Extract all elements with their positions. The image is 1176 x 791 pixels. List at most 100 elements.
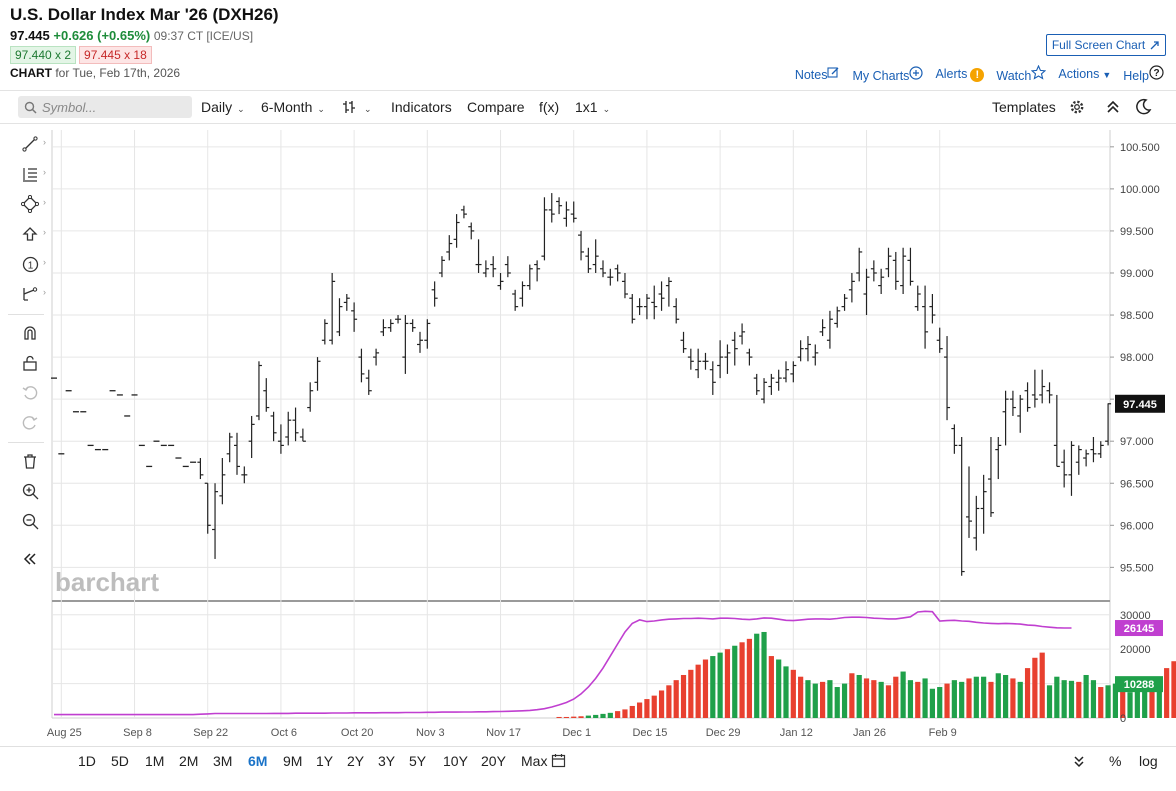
ohlc-bar [695, 348, 702, 379]
actions-menu[interactable]: Actions ▼ [1058, 67, 1111, 81]
range-button-5y[interactable]: 5Y [409, 753, 427, 769]
ohlc-bar [226, 432, 233, 463]
watch-link[interactable]: Watch [996, 64, 1047, 83]
interval-dropdown[interactable]: Daily ⌄ [201, 99, 245, 115]
ohlc-bar [914, 285, 921, 311]
ohlc-bar [936, 327, 943, 353]
edit-icon [827, 67, 839, 78]
redo-button[interactable] [18, 412, 42, 434]
range-button-1y[interactable]: 1Y [316, 753, 334, 769]
last-price-marker: 97.445 [1115, 394, 1165, 413]
ohlc-bar [563, 201, 570, 227]
log-toggle[interactable]: log [1139, 753, 1158, 769]
range-button-10y[interactable]: 10Y [443, 753, 468, 769]
delete-button[interactable] [18, 450, 42, 472]
range-button-max[interactable]: Max [521, 753, 548, 769]
ohlc-bar [1009, 390, 1016, 416]
calendar-icon[interactable] [551, 753, 566, 768]
shape-tool[interactable]: › [18, 193, 46, 215]
ohlc-bar [775, 369, 782, 391]
range-button-1d[interactable]: 1D [78, 753, 96, 769]
zoom-out-button[interactable] [18, 510, 42, 532]
range-button-5d[interactable]: 5D [111, 753, 129, 769]
gear-icon[interactable] [1069, 99, 1085, 115]
line-tool[interactable]: › [18, 133, 46, 155]
redo-icon [22, 416, 38, 430]
help-link[interactable]: Help? [1123, 65, 1164, 83]
full-screen-button[interactable]: Full Screen Chart [1046, 34, 1166, 56]
ohlc-bar [512, 289, 519, 311]
bid-ask: 97.440 x 2 97.445 x 18 [10, 46, 152, 64]
ohlc-bar [204, 482, 211, 534]
indicators-button[interactable]: Indicators [391, 99, 452, 115]
volume-bar [915, 681, 921, 718]
ohlc-bar [724, 344, 731, 374]
volume-bar [702, 659, 709, 718]
ohlc-bar [1046, 382, 1053, 404]
range-button-1m[interactable]: 1M [145, 753, 165, 769]
expand-arrow-icon [1150, 40, 1159, 49]
ask-badge: 97.445 x 18 [79, 46, 152, 64]
period-dropdown[interactable]: 6-Month ⌄ [261, 99, 325, 115]
magnet-button[interactable] [18, 322, 42, 344]
arrow-tool[interactable]: › [18, 223, 46, 245]
my-charts-link[interactable]: My Charts [852, 65, 924, 83]
volume-bar [1149, 676, 1155, 718]
range-bar [0, 746, 1176, 776]
label-tool[interactable]: 1 › [18, 253, 46, 275]
ohlc-bar [314, 357, 321, 391]
undo-button[interactable] [18, 382, 42, 404]
chart-type-dropdown[interactable]: ⌄ [342, 99, 372, 115]
fibonacci-tool[interactable]: › [18, 163, 46, 185]
volume-bar [805, 680, 811, 718]
range-button-3m[interactable]: 3M [213, 753, 233, 769]
range-button-6m[interactable]: 6M [248, 753, 268, 769]
chart-label: CHART [10, 66, 52, 80]
alerts-link[interactable]: Alerts! [935, 66, 985, 82]
bid-badge: 97.440 x 2 [10, 46, 77, 64]
compare-button[interactable]: Compare [467, 99, 525, 115]
range-button-2m[interactable]: 2M [179, 753, 199, 769]
ohlc-bar [665, 277, 672, 307]
alerts-label: Alerts [935, 66, 968, 81]
volume-bar [878, 681, 884, 718]
ohlc-bar [687, 348, 694, 370]
layout-label: 1x1 [575, 99, 598, 115]
volume-marker: 10288 [1115, 676, 1163, 693]
layout-dropdown[interactable]: 1x1 ⌄ [575, 99, 610, 115]
range-button-9m[interactable]: 9M [283, 753, 303, 769]
my-charts-label: My Charts [852, 68, 910, 83]
caret-down-icon: ▼ [1102, 70, 1112, 80]
collapse-toolbar-button[interactable] [18, 548, 42, 570]
volume-bar [776, 659, 782, 718]
function-button[interactable]: f(x) [539, 99, 560, 115]
ohlc-bar [526, 264, 533, 290]
double-chevron-up-icon[interactable] [1106, 99, 1120, 115]
ohlc-bar [453, 214, 460, 248]
ohlc-bar [534, 260, 541, 282]
chevron-right-icon: › [43, 197, 46, 207]
range-button-2y[interactable]: 2Y [347, 753, 365, 769]
date-tick-label: Jan 26 [853, 727, 886, 739]
percent-toggle[interactable]: % [1109, 753, 1122, 769]
notes-link[interactable]: Notes [795, 66, 841, 82]
moon-icon[interactable] [1135, 98, 1152, 115]
range-button-20y[interactable]: 20Y [481, 753, 506, 769]
ohlc-bar [234, 432, 240, 475]
range-button-3y[interactable]: 3Y [378, 753, 396, 769]
lock-button[interactable] [18, 352, 42, 374]
volume-bar [922, 678, 928, 718]
double-chevron-down-icon[interactable] [1073, 755, 1085, 768]
symbol-search[interactable]: Symbol... [18, 96, 192, 118]
zoom-in-button[interactable] [18, 480, 42, 502]
ohlc-bar [797, 340, 804, 362]
date-tick-label: Oct 20 [341, 727, 373, 739]
ohlc-bar [307, 382, 314, 412]
measure-tool[interactable]: › [18, 283, 46, 305]
page-title: U.S. Dollar Index Mar '26 (DXH26) [10, 5, 279, 24]
volume-bar [1054, 676, 1060, 718]
templates-button[interactable]: Templates [992, 99, 1056, 115]
volume-bar [666, 685, 672, 718]
ohlc-bar [907, 247, 914, 286]
volume-bar [783, 666, 789, 718]
